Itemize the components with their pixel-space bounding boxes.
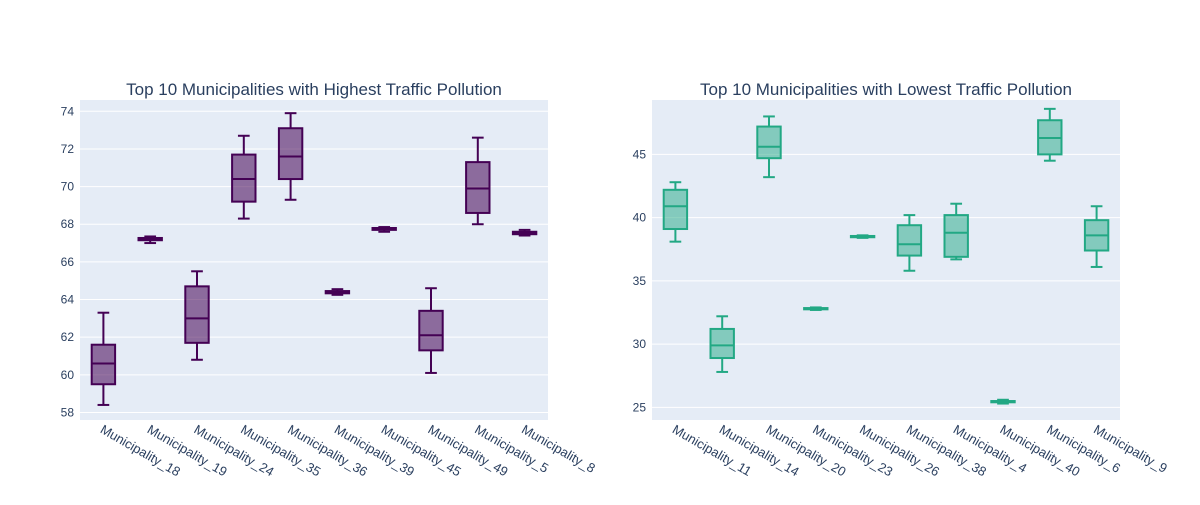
box-iqr xyxy=(896,224,923,257)
box-municipality-19[interactable] xyxy=(137,235,163,245)
left-chart-title: Top 10 Municipalities with Highest Traff… xyxy=(126,80,502,99)
box-municipality-6[interactable] xyxy=(1037,107,1063,162)
box-municipality-49[interactable] xyxy=(418,287,444,374)
box-iqr xyxy=(662,188,689,231)
x-tick-label: Municipality_39 xyxy=(332,422,417,480)
left-y-axis-ticks: 58 60 62 64 66 68 70 72 74 xyxy=(61,104,75,419)
box-municipality-4[interactable] xyxy=(943,202,969,261)
y-tick-label: 45 xyxy=(633,147,647,161)
x-tick-label: Municipality_38 xyxy=(904,422,989,480)
y-tick-label: 64 xyxy=(61,293,75,307)
x-tick-label: Municipality_45 xyxy=(379,422,464,480)
box-municipality-38[interactable] xyxy=(896,214,923,272)
box-municipality-35[interactable] xyxy=(231,134,257,220)
x-tick-label: Municipality_36 xyxy=(285,422,370,480)
box-municipality-23[interactable] xyxy=(803,306,829,311)
y-tick-label: 72 xyxy=(61,142,75,156)
x-tick-label: Municipality_20 xyxy=(764,422,849,480)
box-municipality-20[interactable] xyxy=(756,115,782,179)
box-municipality-11[interactable] xyxy=(662,181,689,243)
box-iqr xyxy=(709,327,735,360)
y-tick-label: 25 xyxy=(633,400,647,414)
y-tick-label: 74 xyxy=(61,104,75,118)
box-municipality-24[interactable] xyxy=(184,270,210,361)
box-municipality-9[interactable] xyxy=(1083,205,1110,268)
x-tick-label: Municipality_14 xyxy=(717,422,802,480)
left-x-axis-ticks: Municipality_18Municipality_19Municipali… xyxy=(98,422,598,480)
y-tick-label: 30 xyxy=(633,337,647,351)
box-municipality-18[interactable] xyxy=(90,311,117,406)
right-box-series[interactable] xyxy=(662,107,1110,405)
right-x-axis-ticks: Municipality_11Municipality_14Municipali… xyxy=(670,422,1170,480)
box-iqr xyxy=(184,285,210,344)
box-municipality-26[interactable] xyxy=(849,234,876,239)
y-tick-label: 40 xyxy=(633,211,647,225)
box-iqr xyxy=(756,125,782,160)
x-tick-label: Municipality_24 xyxy=(192,422,277,480)
right-chart-panel: 25 30 35 40 45 Municipality_11Municipality_1… xyxy=(633,80,1170,479)
y-tick-label: 35 xyxy=(633,274,647,288)
box-iqr xyxy=(418,309,444,352)
right-chart-title: Top 10 Municipalities with Lowest Traffi… xyxy=(700,80,1072,99)
box-iqr xyxy=(277,127,304,181)
left-box-series[interactable] xyxy=(90,112,538,406)
x-tick-label: Municipality_11 xyxy=(670,422,754,479)
y-tick-label: 70 xyxy=(61,180,75,194)
x-tick-label: Municipality_35 xyxy=(238,422,323,480)
x-tick-label: Municipality_19 xyxy=(145,422,230,480)
x-tick-label: Municipality_18 xyxy=(98,422,183,480)
y-tick-label: 60 xyxy=(61,368,75,382)
x-tick-label: Municipality_40 xyxy=(998,422,1083,480)
box-iqr xyxy=(943,214,969,258)
x-tick-label: Municipality_49 xyxy=(426,422,511,480)
right-y-axis-ticks: 25 30 35 40 45 xyxy=(633,147,647,414)
box-municipality-5[interactable] xyxy=(465,136,491,226)
box-municipality-39[interactable] xyxy=(324,288,351,296)
y-tick-label: 58 xyxy=(61,405,75,419)
x-tick-label: Municipality_23 xyxy=(810,422,895,480)
y-tick-label: 68 xyxy=(61,217,75,231)
x-tick-label: Municipality_26 xyxy=(857,422,942,480)
box-municipality-36[interactable] xyxy=(277,112,304,201)
left-plot-background xyxy=(80,100,548,420)
box-municipality-45[interactable] xyxy=(371,226,397,233)
y-tick-label: 62 xyxy=(61,330,75,344)
box-municipality-40[interactable] xyxy=(990,398,1016,405)
box-municipality-14[interactable] xyxy=(709,315,735,373)
y-tick-label: 66 xyxy=(61,255,75,269)
box-municipality-8[interactable] xyxy=(511,228,538,237)
